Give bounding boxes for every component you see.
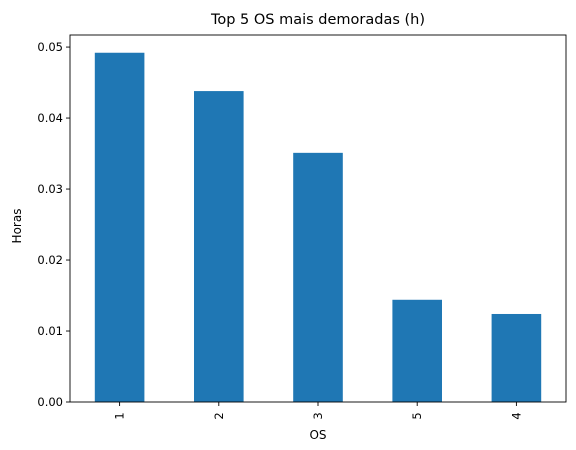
y-tick-label: 0.03 xyxy=(37,182,63,196)
bar-os-4 xyxy=(491,313,542,402)
bar-os-5 xyxy=(392,299,442,402)
x-axis: 1 2 3 5 4 xyxy=(113,402,523,420)
bar-os-2 xyxy=(194,91,244,402)
x-tick-label: 2 xyxy=(212,412,226,419)
y-tick-label: 0.00 xyxy=(37,395,63,409)
y-axis-label: Horas xyxy=(10,209,24,244)
x-axis-label: OS xyxy=(309,428,326,442)
chart-title: Top 5 OS mais demoradas (h) xyxy=(210,12,425,28)
bar-os-1 xyxy=(94,52,145,402)
y-tick-label: 0.01 xyxy=(37,324,63,338)
y-tick-label: 0.02 xyxy=(37,253,63,267)
y-axis: 0.00 0.01 0.02 0.03 0.04 0.05 xyxy=(37,40,70,409)
y-tick-label: 0.04 xyxy=(37,111,63,125)
y-tick-label: 0.05 xyxy=(37,40,63,54)
x-tick-label: 3 xyxy=(311,412,325,419)
bars-group xyxy=(94,52,542,402)
bar-os-3 xyxy=(293,152,343,402)
x-tick-label: 5 xyxy=(410,412,424,419)
x-tick-label: 1 xyxy=(113,412,127,419)
x-tick-label: 4 xyxy=(509,412,523,419)
